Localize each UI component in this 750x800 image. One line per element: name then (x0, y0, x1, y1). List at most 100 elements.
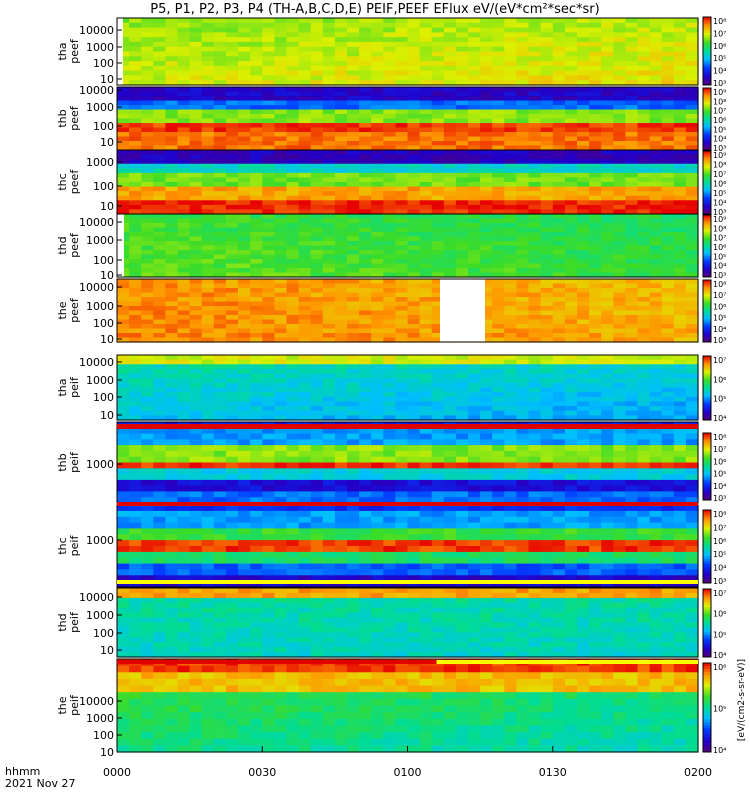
panel-4-colorbar-tick: 10³ (713, 271, 726, 280)
panel-9-colorbar-tick: 10⁵ (713, 630, 726, 639)
panel-4-spectrogram: 10000 1000 100 10 thd peef (56, 213, 699, 282)
panel-9-colorbar-tick: 10⁴ (713, 651, 726, 660)
panel-10-y-tick: 10000 (79, 695, 114, 708)
panel-2-spectrogram: 10000 1000 100 10 thb peef (56, 84, 699, 151)
x-axis-header: hhmm 2021 Nov 27 (5, 766, 75, 790)
panel-5-colorbar-tick: 10⁵ (713, 314, 726, 323)
panel-6-colorbar-tick: 10⁷ (713, 356, 726, 365)
panel-3-colorbar-tick: 10⁵ (713, 189, 726, 198)
panel-2-colorbar-tick: 10³ (713, 144, 726, 153)
panel-9-colorbar: 10⁷ 10⁶ 10⁵ 10⁴ (702, 588, 726, 660)
panel-10-y-label: peif (68, 694, 81, 716)
panel-9-y-tick: 1000 (86, 609, 114, 622)
panel-7-colorbar-tick: 10⁵ (713, 470, 726, 479)
panel-10-colorbar-tick: 10⁴ (713, 746, 726, 755)
panel-10-colorbar-tick: 10⁵ (713, 705, 726, 714)
panel-7-colorbar-tick: 10³ (713, 494, 726, 503)
panel-1-colorbar-tick: 10⁷ (713, 29, 726, 38)
x-tick-label: 0000 (103, 766, 131, 779)
panel-5-y-tick: 10000 (79, 281, 114, 294)
panel-3-colorbar-tick: 10³ (713, 208, 726, 217)
panel-10-colorbar: 10⁶ 10⁵ 10⁴ (702, 662, 726, 755)
panel-4-y-tick: 10 (100, 269, 114, 282)
x-tick-label: 0200 (684, 766, 712, 779)
x-axis: 0000 0030 0100 0130 0200 (103, 746, 712, 779)
panel-2-y-tick: 100 (93, 120, 114, 133)
panel-1-y-label: tha (56, 42, 69, 60)
chart-title: P5, P1, P2, P3, P4 (TH-A,B,C,D,E) PEIF,P… (150, 2, 600, 17)
panel-1-colorbar-tick: 10⁴ (713, 67, 726, 76)
panel-6-y-tick: 10 (100, 409, 114, 422)
panel-5-colorbar-tick: 10³ (713, 336, 726, 345)
panel-2-y-tick: 10 (100, 136, 114, 149)
panel-9-y-label: peif (68, 611, 81, 633)
panel-3-spectrogram: 1000 100 10 thc peef (56, 149, 699, 215)
panel-6-y-label: tha (56, 378, 69, 396)
panel-8-colorbar: 10⁸ 10⁷ 10⁶ 10⁵ 10⁴ 10³ (702, 509, 726, 586)
panel-4-colorbar-tick: 10⁴ (713, 262, 726, 271)
panel-5-colorbar: 10⁸ 10⁷ 10⁶ 10⁵ 10⁴ 10³ (702, 279, 726, 345)
panel-4-y-label: peef (68, 232, 81, 258)
panel-2-colorbar-tick: 10⁷ (713, 107, 726, 116)
panel-4-colorbar-tick: 10⁵ (713, 252, 726, 261)
quality-strip (117, 580, 698, 584)
panel-1-y-label: peef (68, 38, 81, 64)
x-tick-label: 0030 (248, 766, 276, 779)
panel-3-colorbar-tick: 10⁷ (713, 170, 726, 179)
panel-3-y-tick: 10 (100, 200, 114, 213)
panel-8-colorbar-tick: 10⁵ (713, 550, 726, 559)
x-header-units: hhmm (5, 765, 41, 778)
quality-strip (436, 660, 698, 664)
panel-7-colorbar-tick: 10⁴ (713, 482, 726, 491)
panel-7-colorbar-tick: 10⁸ (713, 433, 726, 442)
panel-1-colorbar-tick: 10⁵ (713, 54, 726, 63)
panel-10-y-tick: 10 (100, 746, 114, 759)
panel-8-y-label: thc (56, 537, 69, 554)
panel-3-colorbar-tick: 10⁹ (713, 151, 726, 160)
panel-4-colorbar-tick: 10⁸ (713, 224, 726, 233)
panel-10-y-tick: 100 (93, 729, 114, 742)
panel-2-colorbar-tick: 10⁹ (713, 88, 726, 97)
panel-4-colorbar-tick: 10⁶ (713, 243, 726, 252)
panel-1-y-tick: 10 (100, 73, 114, 86)
panel-8-y-label: peif (68, 535, 81, 557)
panel-10-colorbar-tick: 10⁶ (713, 663, 726, 672)
panel-2-colorbar-tick: 10⁸ (713, 97, 726, 106)
quality-strip (117, 502, 698, 506)
panel-10-spectrogram: 10000 1000 100 10 the peif (56, 658, 699, 759)
panel-2-y-label: peef (68, 105, 81, 131)
colorbar-units-label: [eV/(cm2-s-sr-eV)] (737, 659, 747, 741)
panel-1-y-tick: 100 (93, 57, 114, 70)
panel-4-y-tick: 100 (93, 254, 114, 267)
panel-5-y-tick: 10 (100, 333, 114, 346)
panel-2-y-tick: 1000 (86, 101, 114, 114)
panel-6-y-tick: 100 (93, 391, 114, 404)
panel-3-y-tick: 100 (93, 180, 114, 193)
x-header-date: 2021 Nov 27 (5, 777, 76, 790)
panel-1-colorbar-tick: 10³ (713, 79, 726, 88)
panel-4-y-label: thd (56, 236, 69, 254)
panel-7-y-label: peif (68, 451, 81, 473)
panel-2-y-tick: 10000 (79, 84, 114, 97)
panel-8-spectrogram: 1000 thc peif (56, 504, 699, 588)
panel-5-colorbar-tick: 10⁴ (713, 325, 726, 334)
panel-5-colorbar-tick: 10⁸ (713, 280, 726, 289)
panel-1-colorbar-tick: 10⁶ (713, 42, 726, 51)
panel-6-colorbar: 10⁷ 10⁶ 10⁵ 10⁴ (702, 355, 726, 423)
panel-4-colorbar-tick: 10⁷ (713, 234, 726, 243)
quality-strip (117, 348, 698, 352)
panel-3-y-label: thc (56, 173, 69, 190)
panel-1-y-tick: 10000 (79, 24, 114, 37)
panel-2-y-label: thb (56, 109, 69, 127)
panel-6-y-tick: 10000 (79, 356, 114, 369)
panel-1-colorbar-tick: 10⁸ (713, 17, 726, 26)
x-tick-label: 0130 (539, 766, 567, 779)
panel-6-colorbar-tick: 10⁴ (713, 414, 726, 423)
panel-6-y-tick: 1000 (86, 374, 114, 387)
panel-3-colorbar-tick: 10⁴ (713, 199, 726, 208)
panel-3-colorbar-tick: 10⁶ (713, 180, 726, 189)
panel-5-y-label: peef (68, 297, 81, 323)
panel-9-colorbar-tick: 10⁷ (713, 589, 726, 598)
